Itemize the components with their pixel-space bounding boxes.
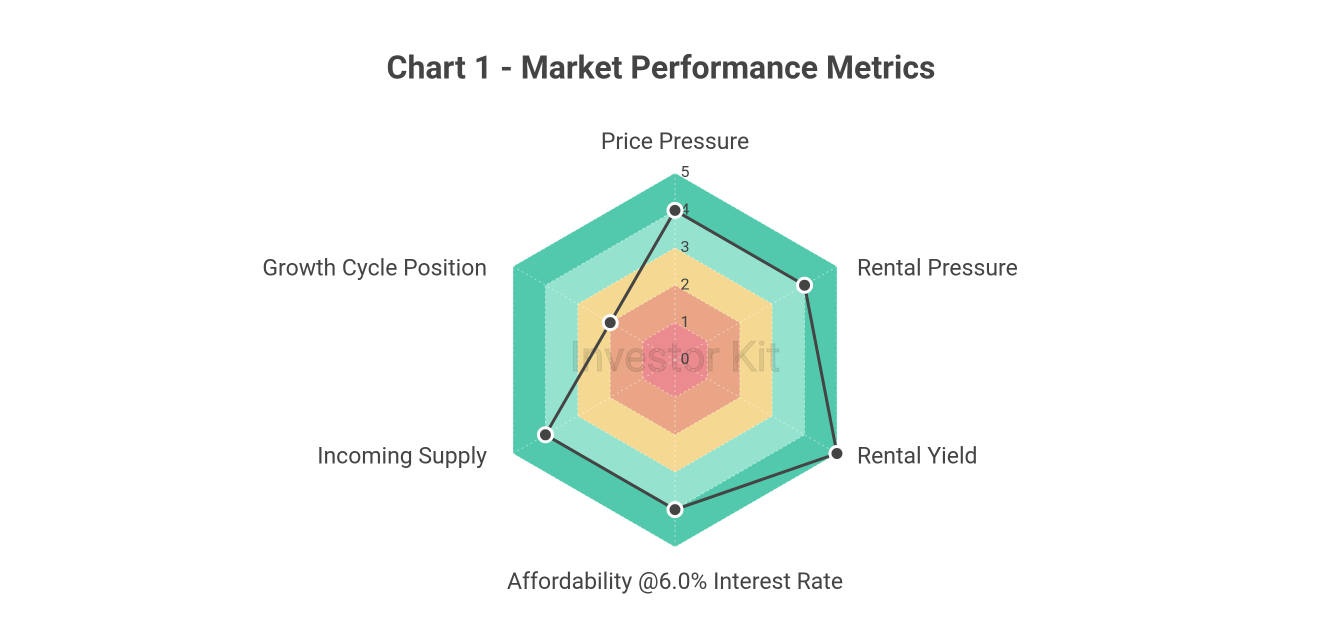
point [536, 426, 554, 444]
point [796, 276, 814, 294]
axis-label: Rental Yield [857, 443, 978, 470]
axis-label: Affordability @6.0% Interest Rate [507, 568, 843, 595]
y-tick-label: 3 [681, 237, 690, 256]
spoke [512, 266, 676, 361]
grid-line [642, 322, 708, 398]
y-tick-label: 2 [681, 274, 690, 293]
point [666, 501, 684, 519]
axis-label: Rental Pressure [857, 255, 1018, 282]
axis-label: Incoming Supply [317, 443, 487, 470]
axis-label: Growth Cycle Position [262, 255, 487, 282]
y-tick-label: 0 [681, 349, 690, 368]
watermark: Investor Kit [570, 333, 781, 382]
point [828, 445, 846, 462]
point [601, 314, 619, 332]
y-tick-label: 5 [681, 162, 690, 181]
y-tick-label: 1 [681, 312, 690, 331]
spoke [674, 359, 838, 454]
axis-label: Price Pressure [601, 128, 749, 155]
chart-title: Chart 1 - Market Performance Metrics [387, 48, 936, 86]
point [666, 201, 684, 219]
grid-line [577, 247, 773, 473]
y-tick-label: 4 [681, 200, 690, 219]
